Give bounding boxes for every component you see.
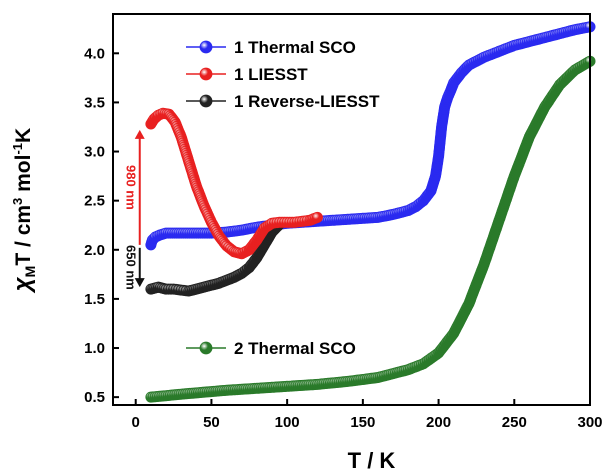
data-point bbox=[311, 211, 323, 223]
series-layer bbox=[145, 21, 596, 403]
x-tick-label: 150 bbox=[350, 414, 375, 431]
x-tick-label: 100 bbox=[275, 414, 300, 431]
ticks-layer: 0 50 100 150 200 250 300 0.5 1.0 1.5 2.0 2.5 3.0 3.5 4… bbox=[84, 45, 602, 431]
legend-label: 2 Thermal SCO bbox=[234, 339, 356, 358]
annotations: 980 nm 650 nm bbox=[123, 129, 145, 290]
x-tick-label: 250 bbox=[502, 414, 527, 431]
y-tick-label: 3.5 bbox=[84, 94, 105, 111]
legend-entry: 2 Thermal SCO bbox=[186, 339, 356, 358]
legend-label: 1 LIESST bbox=[234, 65, 308, 84]
y-axis-label: χMT / cm3 mol-1K bbox=[9, 128, 38, 294]
legend-entry: 1 Thermal SCO bbox=[186, 38, 356, 57]
legend-entry: 1 Reverse-LIESST bbox=[186, 92, 380, 111]
legend-marker bbox=[199, 67, 213, 81]
annotation-arrow: 650 nm bbox=[123, 245, 145, 290]
legend-label: 1 Reverse-LIESST bbox=[234, 92, 380, 111]
series-1 bbox=[145, 107, 323, 260]
y-tick-label: 4.0 bbox=[84, 45, 105, 62]
legend-marker bbox=[199, 94, 213, 108]
legend-label: 1 Thermal SCO bbox=[234, 38, 356, 57]
legend-marker bbox=[199, 40, 213, 54]
x-tick-label: 200 bbox=[426, 414, 451, 431]
x-tick-label: 0 bbox=[132, 414, 140, 431]
y-tick-label: 0.5 bbox=[84, 389, 105, 406]
x-tick-label: 300 bbox=[577, 414, 602, 431]
series-3 bbox=[145, 55, 596, 403]
annotation-arrow: 980 nm bbox=[123, 129, 145, 245]
plot-frame bbox=[112, 13, 591, 406]
annotation-label: 980 nm bbox=[123, 165, 138, 210]
annotation-label: 650 nm bbox=[123, 245, 138, 290]
x-axis-label: T / K bbox=[348, 448, 396, 473]
legend: 1 Thermal SCO 1 LIESST 1 Reverse-LIESST 2 T… bbox=[186, 38, 380, 358]
legend-entry: 1 LIESST bbox=[186, 65, 308, 84]
y-tick-label: 1.0 bbox=[84, 340, 105, 357]
legend-marker bbox=[199, 341, 213, 355]
y-tick-label: 2.5 bbox=[84, 193, 105, 210]
y-tick-label: 2.0 bbox=[84, 242, 105, 259]
y-tick-label: 3.0 bbox=[84, 144, 105, 161]
x-tick-label: 50 bbox=[203, 414, 220, 431]
y-tick-label: 1.5 bbox=[84, 291, 105, 308]
